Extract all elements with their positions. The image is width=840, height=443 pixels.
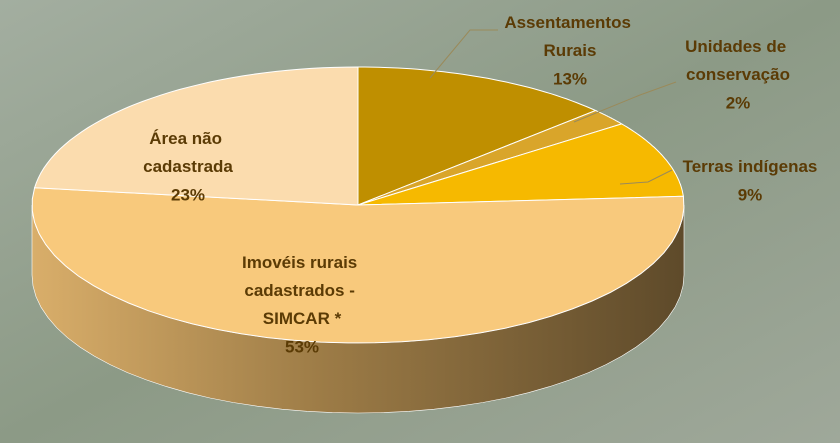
value-label: 53% — [285, 337, 319, 356]
slice-label: Terras indígenas — [683, 157, 818, 176]
value-label: 2% — [726, 93, 751, 112]
value-label: 23% — [171, 185, 205, 204]
value-label: 13% — [553, 69, 587, 88]
value-label: 9% — [738, 185, 763, 204]
chart: Assentamentos Rurais13%Unidades de conse… — [0, 0, 840, 443]
